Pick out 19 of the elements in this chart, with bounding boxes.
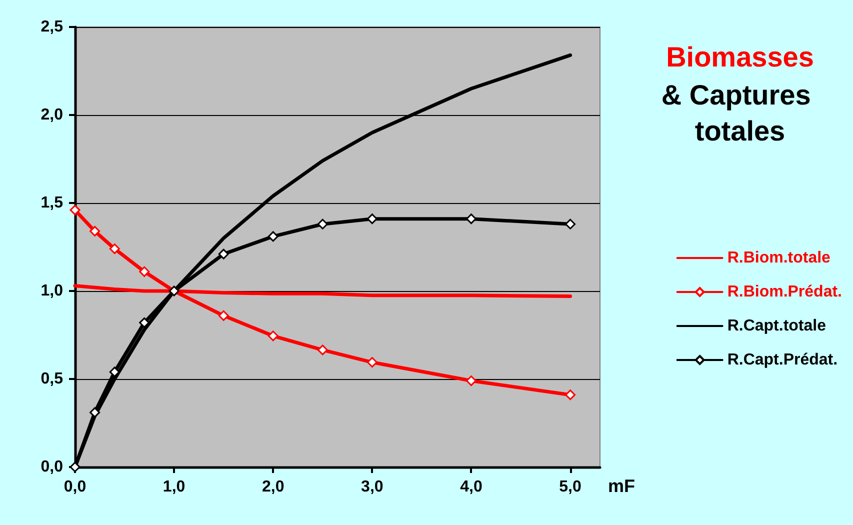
legend-label: R.Capt.totale: [727, 318, 826, 334]
text: Biomasses: [666, 42, 814, 72]
y-tick-label: 0,0: [40, 458, 64, 476]
y-tick-label: 2,0: [40, 106, 64, 124]
x-tick-label: 4,0: [460, 478, 482, 496]
text: & Captures totales: [661, 80, 819, 146]
x-tick-label: 0,0: [64, 478, 86, 496]
x-tick-label: 2,0: [262, 478, 284, 496]
x-tick-label: 1,0: [162, 478, 186, 496]
x-tick-label: 3,0: [361, 478, 384, 496]
legend-label: R.Biom.totale: [727, 250, 831, 266]
y-tick-label: 2,5: [40, 18, 64, 36]
legend-label: R.Biom.Prédat.: [727, 284, 842, 300]
x-axis-title: mF: [608, 476, 636, 496]
y-tick-label: 0,5: [40, 370, 64, 388]
y-tick-label: 1,5: [40, 194, 64, 212]
y-tick-label: 1,0: [40, 282, 64, 300]
legend-label: R.Capt.Prédat.: [727, 352, 838, 368]
x-tick-label: 5,0: [559, 478, 582, 496]
